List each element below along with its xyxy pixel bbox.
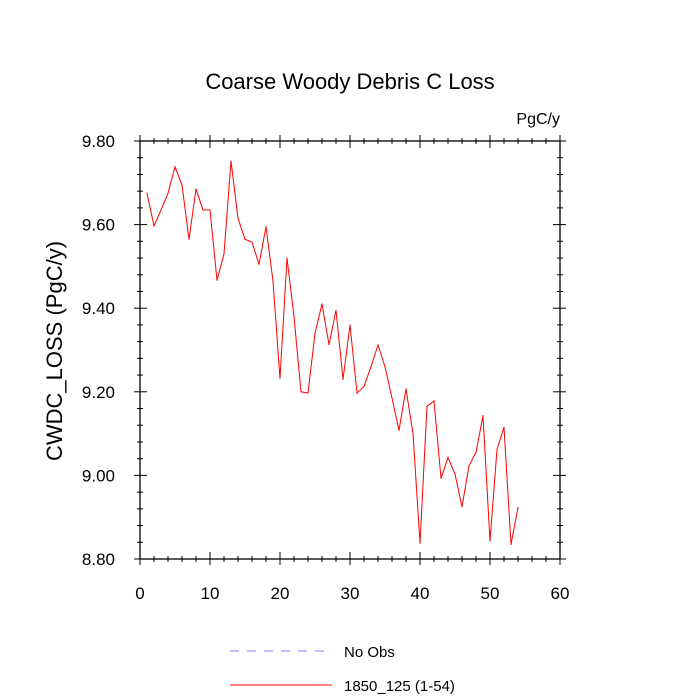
data-point (356, 392, 358, 394)
series-line-0 (146, 160, 519, 545)
units-label: PgC/y (516, 111, 560, 128)
data-point (335, 309, 337, 311)
y-tick-label: 9.00 (82, 466, 115, 485)
data-point (377, 344, 379, 346)
x-tick-label: 50 (481, 584, 500, 603)
data-point (307, 392, 309, 394)
data-point (314, 332, 316, 334)
data-point (174, 166, 176, 168)
data-point (342, 378, 344, 380)
data-point (496, 448, 498, 451)
data-point (237, 217, 239, 219)
axis-ticks: 0 10 20 30 40 50 60 8.80 9.00 9.20 9.40 9.60 9.80 (82, 132, 570, 603)
data-point (216, 279, 218, 281)
data-point (265, 226, 267, 228)
data-point (272, 280, 274, 282)
data-point (405, 388, 407, 390)
data-point (195, 188, 197, 190)
data-point (293, 315, 295, 318)
legend-label-1850-125: 1850_125 (1-54) (344, 678, 455, 695)
y-tick-label: 8.80 (82, 550, 115, 569)
data-point (426, 405, 428, 408)
data-point (328, 343, 330, 346)
chart-title: Coarse Woody Debris C Loss (205, 69, 494, 94)
data-point (433, 400, 435, 402)
data-point (503, 426, 505, 428)
data-point (251, 241, 253, 243)
x-tick-label: 20 (271, 584, 290, 603)
data-point (230, 160, 232, 162)
y-tick-label: 9.80 (82, 132, 115, 151)
y-tick-label: 9.40 (82, 299, 115, 318)
x-tick-label: 60 (551, 584, 570, 603)
plot-frame (139, 140, 561, 560)
data-point (146, 192, 148, 194)
data-point (321, 303, 323, 305)
data-point (258, 263, 260, 265)
data-point (209, 209, 211, 211)
data-point (454, 473, 456, 475)
data-point (286, 257, 288, 259)
data-point (167, 192, 169, 194)
y-axis-label: CWDC_LOSS (PgC/y) (42, 241, 67, 461)
x-tick-label: 10 (201, 584, 220, 603)
data-point (461, 506, 463, 508)
y-tick-label: 9.20 (82, 383, 115, 402)
series-layer (146, 160, 519, 545)
data-point (384, 366, 386, 368)
data-point (223, 253, 225, 255)
data-point (482, 415, 484, 417)
data-point (300, 391, 302, 393)
data-point (244, 238, 246, 240)
data-point (370, 366, 372, 368)
data-point (160, 209, 162, 211)
x-tick-label: 30 (341, 584, 360, 603)
data-point (153, 225, 155, 227)
data-point (440, 477, 442, 479)
data-point (202, 209, 204, 211)
legend-label-no-obs: No Obs (344, 644, 395, 661)
data-point (349, 324, 351, 326)
data-point (412, 433, 414, 435)
data-point (398, 429, 400, 431)
y-tick-label: 9.60 (82, 216, 115, 235)
data-point (468, 465, 470, 467)
data-point (447, 456, 449, 459)
x-tick-label: 40 (411, 584, 430, 603)
data-point (475, 451, 477, 454)
data-point (391, 397, 393, 399)
data-point (419, 542, 421, 544)
data-point (279, 377, 281, 380)
data-point (181, 184, 183, 186)
x-tick-label: 0 (135, 584, 144, 603)
data-point (188, 238, 190, 240)
data-point (517, 506, 519, 509)
data-point (489, 540, 491, 542)
data-point (510, 543, 512, 545)
data-point (363, 385, 365, 387)
